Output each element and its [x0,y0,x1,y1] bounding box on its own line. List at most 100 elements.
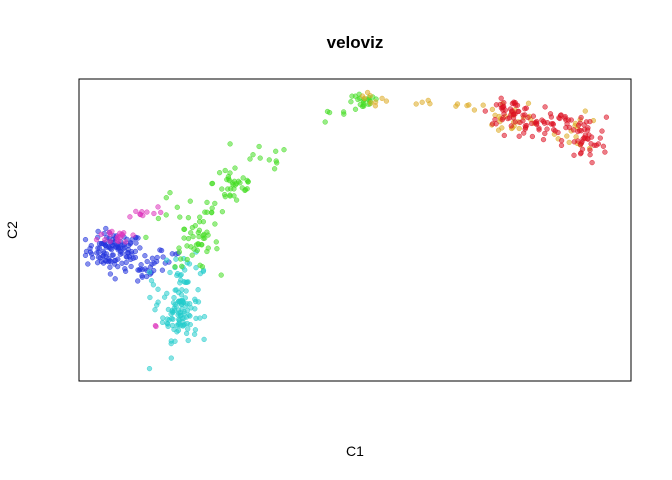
data-point [193,298,199,305]
data-point [372,103,379,109]
data-point [542,104,548,110]
data-point [508,123,514,129]
data-point [348,99,354,105]
data-point [548,114,555,120]
data-point [516,133,522,139]
data-point [154,254,160,261]
data-point [188,230,194,236]
data-point [177,256,184,262]
data-point [529,120,535,127]
data-point [147,294,153,301]
chart-title: veloviz [327,33,384,52]
data-point [183,288,189,294]
data-point [182,267,188,273]
data-point [96,249,102,255]
data-point [185,326,191,332]
data-point [534,120,540,126]
data-point [562,115,568,121]
data-point [568,117,574,123]
data-point [216,170,223,176]
data-point [142,253,148,259]
data-point [125,247,131,253]
data-point [204,199,210,206]
data-point [130,232,136,238]
data-point [198,241,205,248]
data-point [133,208,139,215]
data-point [510,115,517,121]
data-point [146,365,153,372]
data-point [193,265,199,271]
data-point [164,257,170,263]
data-point [202,235,208,241]
data-point [98,231,104,237]
data-point [112,276,118,282]
data-point [593,142,599,148]
data-point [102,237,108,243]
data-point [536,127,542,133]
data-point [273,148,279,154]
data-point [172,338,178,344]
data-point [516,108,522,115]
data-point [107,271,114,277]
data-point [516,125,522,132]
data-point [152,307,158,313]
data-point [367,93,373,99]
data-point [149,255,156,261]
data-point [183,330,190,337]
data-point [133,240,139,246]
data-point [525,100,532,106]
data-point [137,245,143,251]
data-point [155,286,161,292]
data-point [174,272,180,279]
data-point [173,256,179,262]
data-point [466,102,472,108]
data-point [89,255,96,261]
data-point [471,107,478,113]
data-point [181,226,188,232]
data-point [172,287,178,293]
data-point [186,312,192,318]
data-point [103,251,110,257]
data-point [228,186,234,192]
data-point [187,321,193,328]
data-point [172,264,178,270]
data-point [514,102,521,108]
data-point [180,299,187,306]
data-point [119,250,125,256]
data-point [603,114,610,120]
data-point [122,268,129,274]
data-point [179,306,185,312]
data-point [219,209,226,215]
data-point [540,136,547,143]
data-point [119,260,125,266]
data-point [499,117,505,123]
data-point [178,292,185,298]
data-point [552,128,558,134]
data-point [169,315,175,322]
data-point [498,95,504,101]
data-point [219,186,225,192]
data-point [193,315,199,322]
series-2 [146,249,208,372]
data-point [138,262,144,268]
data-point [355,96,361,103]
data-point [144,209,150,215]
data-point [218,272,224,278]
data-point [85,261,91,267]
data-point [160,315,166,321]
data-point [587,118,593,125]
data-point [244,177,250,184]
data-point [121,230,127,236]
data-point [110,252,116,258]
data-point [582,108,588,114]
data-point [181,235,187,241]
data-point [231,193,237,199]
data-point [541,120,548,126]
data-point [163,212,169,218]
data-point [240,175,246,181]
data-point [168,340,174,347]
data-point [597,135,603,141]
data-point [176,249,183,255]
data-point [155,204,161,210]
points-layer [82,89,610,372]
